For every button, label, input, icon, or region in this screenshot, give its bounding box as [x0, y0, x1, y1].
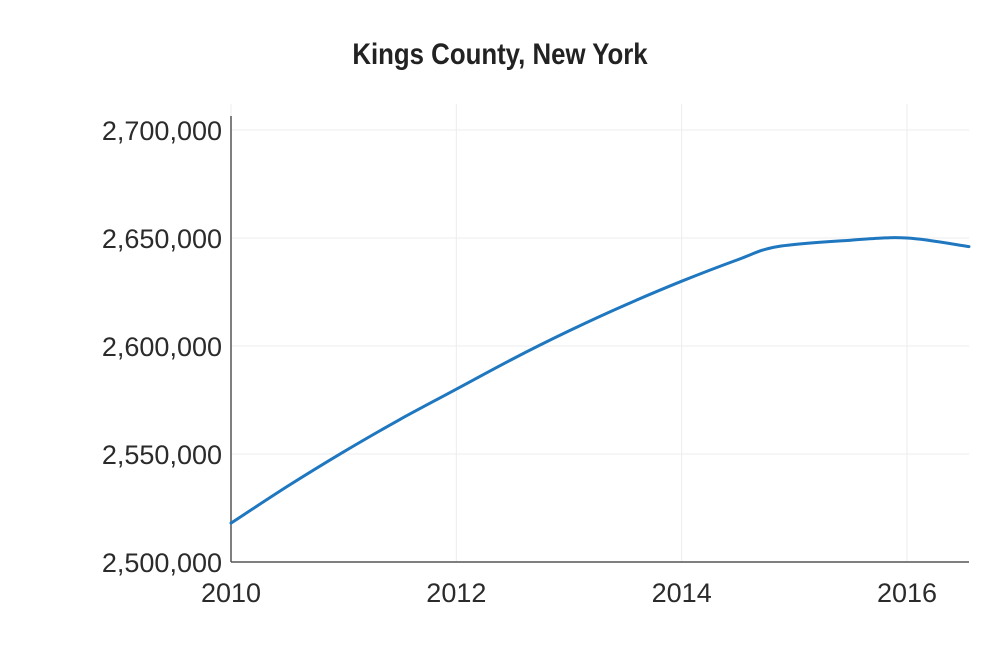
y-tick-label: 2,500,000: [102, 548, 222, 578]
y-tick-label: 2,550,000: [102, 440, 222, 470]
x-tick-label: 2016: [877, 578, 937, 608]
y-tick-label: 2,600,000: [102, 332, 222, 362]
chart-title: Kings County, New York: [352, 38, 648, 71]
x-tick-label: 2014: [652, 578, 712, 608]
x-tick-label: 2012: [426, 578, 486, 608]
y-tick-label: 2,650,000: [102, 224, 222, 254]
series-line: [229, 236, 971, 525]
y-tick-label: 2,700,000: [102, 116, 222, 146]
x-tick-label: 2010: [201, 578, 261, 608]
